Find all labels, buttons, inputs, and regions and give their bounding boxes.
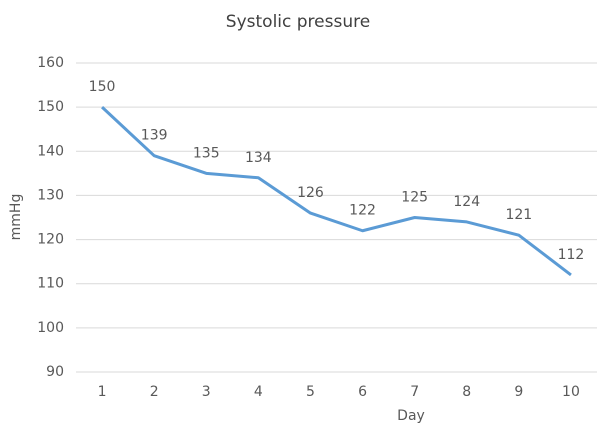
x-tick-label: 4 bbox=[254, 384, 263, 400]
y-axis-label: mmHg bbox=[8, 194, 24, 241]
data-line bbox=[101, 106, 572, 277]
data-label: 150 bbox=[89, 79, 116, 95]
chart-title: Systolic pressure bbox=[226, 12, 370, 32]
y-tick-label: 120 bbox=[37, 232, 64, 248]
x-tick-label: 7 bbox=[410, 384, 419, 400]
data-label: 112 bbox=[558, 247, 585, 263]
y-tick-label: 150 bbox=[37, 99, 64, 115]
x-tick-label: 10 bbox=[562, 384, 580, 400]
x-tick-label: 3 bbox=[202, 384, 211, 400]
x-tick-label: 2 bbox=[150, 384, 159, 400]
x-tick-label: 8 bbox=[462, 384, 471, 400]
data-label: 126 bbox=[297, 185, 324, 201]
y-tick-label: 160 bbox=[37, 55, 64, 71]
y-tick-label: 140 bbox=[37, 143, 64, 159]
data-label: 124 bbox=[453, 194, 480, 210]
x-tick-label: 9 bbox=[514, 384, 523, 400]
x-axis-label: Day bbox=[397, 408, 425, 424]
y-tick-label: 100 bbox=[37, 320, 64, 336]
y-tick-label: 110 bbox=[37, 276, 64, 292]
data-label: 139 bbox=[141, 128, 168, 144]
y-tick-label: 90 bbox=[46, 364, 64, 380]
y-tick-label: 130 bbox=[37, 187, 64, 203]
x-tick-label: 1 bbox=[98, 384, 107, 400]
x-tick-label: 5 bbox=[306, 384, 315, 400]
data-label: 134 bbox=[245, 150, 272, 166]
data-label: 122 bbox=[349, 203, 376, 219]
data-label: 121 bbox=[505, 207, 532, 223]
x-tick-label: 6 bbox=[358, 384, 367, 400]
data-label: 125 bbox=[401, 190, 428, 206]
data-label: 135 bbox=[193, 145, 220, 161]
